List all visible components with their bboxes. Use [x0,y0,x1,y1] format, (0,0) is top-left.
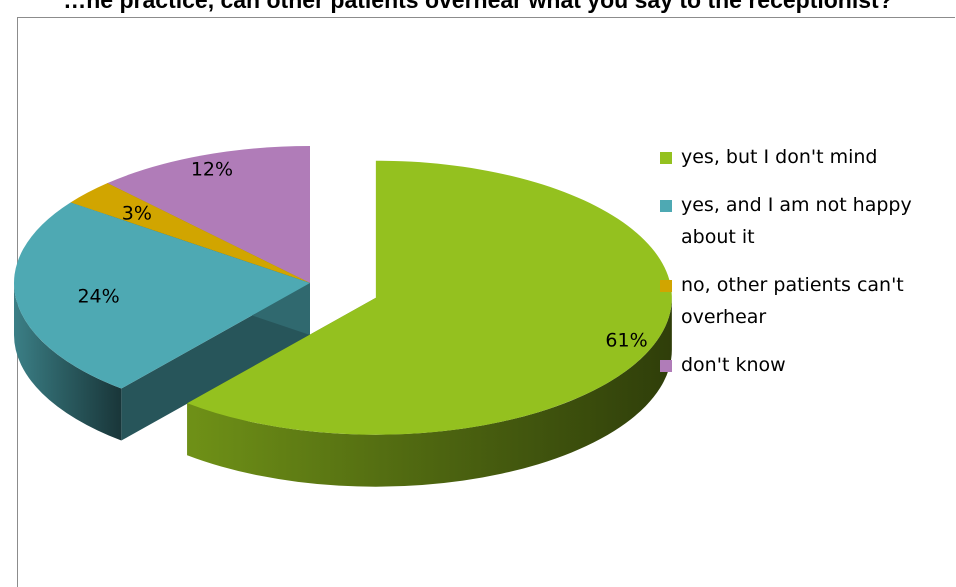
chart-legend: yes, but I don't mind yes, and I am not … [660,141,950,397]
chart-title: …he practice, can other patients overhea… [63,0,893,13]
legend-label: yes, and I am not happy about it [681,194,912,248]
data-label-yes-dont-mind: 61% [605,329,647,351]
legend-label: yes, but I don't mind [681,146,878,168]
pie-slice-yes-dont-mind [187,160,672,487]
legend-label: don't know [681,354,786,376]
pie-slice-top [187,160,672,435]
legend-item-dont-know: don't know [660,349,950,381]
legend-swatch [660,152,672,164]
pie-slice-yes-not-happy [14,202,311,441]
pie-slice-top [14,202,311,389]
legend-item-yes-not-happy: yes, and I am not happy about it [660,189,950,253]
pie-slice-wall [14,283,122,441]
data-label-yes-not-happy: 24% [77,285,119,307]
legend-swatch [660,200,672,212]
legend-label: no, other patients can't overhear [681,274,904,328]
pie-slice-top [107,146,310,283]
data-label-no-cant-overhear: 3% [122,202,152,224]
legend-swatch [660,280,672,292]
legend-item-yes-dont-mind: yes, but I don't mind [660,141,950,173]
data-label-dont-know: 12% [191,158,233,180]
pie-slice-wall [187,297,672,487]
pie-slice-top [70,183,310,283]
pie-slice-side [121,283,310,441]
legend-item-no-cant-overhear: no, other patients can't overhear [660,269,950,333]
legend-swatch [660,360,672,372]
